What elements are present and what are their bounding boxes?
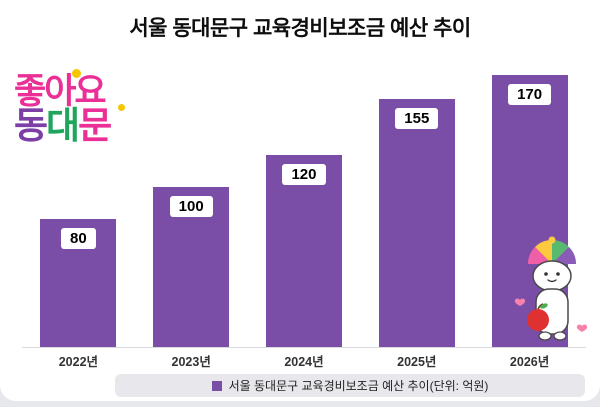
logo-char: 아 bbox=[44, 72, 76, 111]
bar-column: 80 bbox=[22, 58, 135, 347]
logo-char: 문 bbox=[78, 105, 112, 146]
dongdaemun-logo: 좋아요 동대문 bbox=[14, 69, 125, 146]
bar-value-label: 100 bbox=[169, 196, 213, 217]
logo-line-1: 좋아요 bbox=[14, 74, 110, 109]
bar: 155 bbox=[378, 99, 455, 347]
bar-chart-plot: 80 100 120 155 170 bbox=[22, 58, 586, 348]
bar-value-label: 170 bbox=[508, 84, 552, 105]
bar: 120 bbox=[265, 155, 342, 347]
bar-value-label: 120 bbox=[282, 164, 326, 185]
logo-accent-dot bbox=[72, 69, 81, 78]
logo-char: 좋 bbox=[14, 72, 46, 111]
x-axis-label: 2023년 bbox=[171, 355, 211, 369]
chart-legend: 서울 동대문구 교육경비보조금 예산 추이(단위: 억원) bbox=[115, 374, 585, 397]
x-axis-label: 2026년 bbox=[509, 355, 550, 369]
bar-value-label: 80 bbox=[61, 228, 96, 249]
logo-char: 요 bbox=[74, 72, 106, 111]
bar-value-label: 155 bbox=[395, 108, 439, 129]
x-axis-label: 2025년 bbox=[397, 355, 437, 369]
bar-column: 120 bbox=[248, 58, 361, 347]
dongdaemun-mascot-character bbox=[514, 236, 588, 341]
x-axis-label: 2022년 bbox=[58, 355, 99, 369]
logo-line-2: 동대문 bbox=[14, 105, 112, 146]
x-axis-labels: 2022년 2023년 2024년 2025년 2026년 bbox=[22, 351, 586, 370]
bar-column: 155 bbox=[360, 58, 473, 347]
bar: 100 bbox=[153, 187, 230, 347]
bar: 80 bbox=[40, 219, 117, 347]
logo-char: 대 bbox=[46, 105, 80, 146]
bar-column: 100 bbox=[135, 58, 248, 347]
logo-accent-dot bbox=[118, 104, 125, 111]
x-axis-label: 2024년 bbox=[284, 355, 324, 369]
legend-label: 서울 동대문구 교육경비보조금 예산 추이(단위: 억원) bbox=[228, 379, 489, 393]
chart-title: 서울 동대문구 교육경비보조금 예산 추이 bbox=[129, 17, 471, 40]
legend-marker-square bbox=[211, 380, 222, 391]
logo-char: 동 bbox=[14, 105, 48, 146]
